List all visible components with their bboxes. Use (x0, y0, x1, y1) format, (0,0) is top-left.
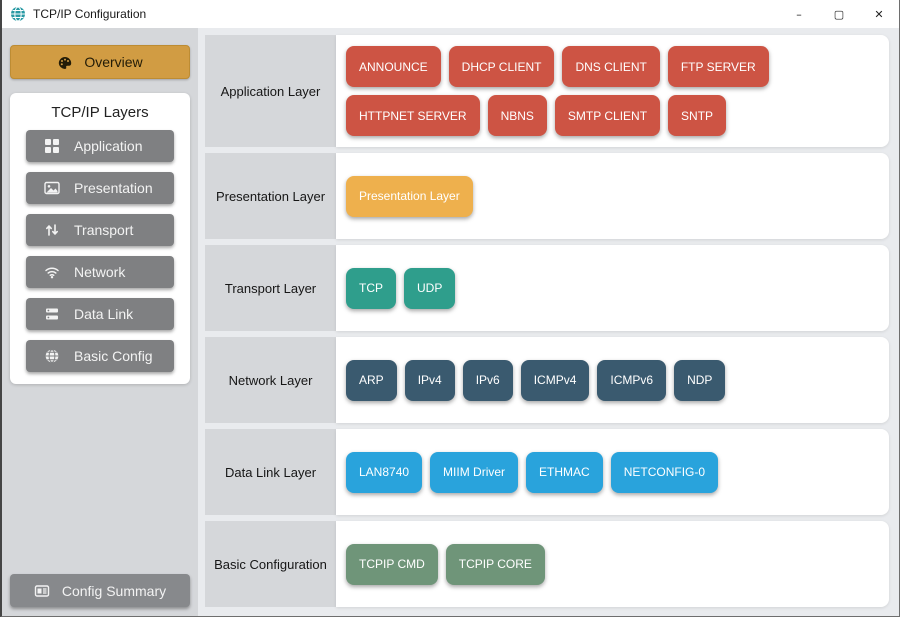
layer-row-label: Presentation Layer (205, 153, 336, 239)
module-button[interactable]: UDP (404, 267, 456, 309)
module-button[interactable]: DNS CLIENT (562, 46, 660, 87)
layer-rows: Application Layer ANNOUNCE DHCP CLIENT DNS … (205, 35, 889, 607)
layer-row: Basic Configuration TCPIP CMD TCPIP CORE (205, 521, 889, 607)
layer-row-card: ANNOUNCE DHCP CLIENT DNS CLIENT FTP SERVER H… (336, 35, 889, 147)
sidebar-item-label: Presentation (74, 180, 153, 196)
layer-row-card: LAN8740 MIIM Driver ETHMAC NETCONFIG-0 (336, 429, 889, 515)
window-title: TCP/IP Configuration (33, 7, 147, 21)
module-button[interactable]: HTTPNET SERVER (346, 95, 480, 136)
module-button[interactable]: ARP (346, 359, 397, 401)
module-button[interactable]: IPv4 (404, 359, 455, 401)
layers-items: Application Presentation Transport Network D… (26, 130, 174, 372)
overview-button[interactable]: Overview (10, 45, 190, 79)
overview-button-label: Overview (84, 54, 143, 70)
main-area: Application Layer ANNOUNCE DHCP CLIENT DNS … (198, 28, 899, 616)
module-button[interactable]: TCP (346, 267, 396, 309)
module-button-group: ARP IPv4 IPv6 ICMPv4 ICMPv6 NDP (346, 359, 726, 401)
sidebar-item-label: Transport (74, 222, 134, 238)
layer-row-label: Network Layer (205, 337, 336, 423)
module-button-group: TCPIP CMD TCPIP CORE (346, 543, 545, 585)
module-button[interactable]: NETCONFIG-0 (610, 451, 719, 493)
module-button[interactable]: ICMPv4 (520, 359, 590, 401)
sidebar-item-data-link[interactable]: Data Link (26, 298, 174, 330)
module-button[interactable]: NBNS (487, 95, 547, 136)
module-button-group: LAN8740 MIIM Driver ETHMAC NETCONFIG-0 (346, 451, 719, 493)
layer-row-card: TCPIP CMD TCPIP CORE (336, 521, 889, 607)
config-summary-button[interactable]: Config Summary (10, 574, 190, 607)
globe-icon (44, 348, 60, 364)
layer-row: Application Layer ANNOUNCE DHCP CLIENT DNS … (205, 35, 889, 147)
sidebar: Overview TCP/IP Layers Application Presen… (2, 28, 198, 616)
sidebar-item-transport[interactable]: Transport (26, 214, 174, 246)
dashboard-icon (57, 54, 73, 70)
module-button[interactable]: FTP SERVER (667, 46, 769, 87)
layer-row: Network Layer ARP IPv4 IPv6 ICMPv4 ICMPv6 NDP (205, 337, 889, 423)
layers-panel: TCP/IP Layers Application Presentation Tra… (10, 93, 190, 384)
maximize-button[interactable]: ▢ (819, 0, 859, 28)
titlebar: TCP/IP Configuration – ▢ ✕ (2, 0, 899, 28)
sidebar-item-network[interactable]: Network (26, 256, 174, 288)
module-button[interactable]: SMTP CLIENT (554, 95, 661, 136)
layer-row-label: Transport Layer (205, 245, 336, 331)
module-button[interactable]: NDP (674, 359, 726, 401)
layer-row: Presentation Layer Presentation Layer (205, 153, 889, 239)
sidebar-item-application[interactable]: Application (26, 130, 174, 162)
module-button[interactable]: Presentation Layer (346, 175, 473, 217)
image-icon (44, 180, 60, 196)
module-button[interactable]: TCPIP CORE (445, 543, 545, 585)
wifi-icon (44, 264, 60, 280)
module-button[interactable]: ETHMAC (526, 451, 603, 493)
sidebar-item-label: Data Link (74, 306, 134, 322)
layer-row-card: TCP UDP (336, 245, 889, 331)
module-button[interactable]: ANNOUNCE (346, 46, 441, 87)
grid-icon (44, 138, 60, 154)
window-controls: – ▢ ✕ (779, 0, 899, 28)
sidebar-item-label: Network (74, 264, 126, 280)
up-down-arrows-icon (44, 222, 60, 238)
module-button[interactable]: IPv6 (462, 359, 513, 401)
window-content: Overview TCP/IP Layers Application Presen… (2, 28, 899, 616)
layers-panel-title: TCP/IP Layers (51, 104, 149, 121)
close-button[interactable]: ✕ (859, 0, 899, 28)
sidebar-item-label: Basic Config (74, 348, 153, 364)
sidebar-item-label: Application (74, 138, 143, 154)
layer-row-card: ARP IPv4 IPv6 ICMPv4 ICMPv6 NDP (336, 337, 889, 423)
summary-list-icon (34, 583, 50, 599)
minimize-button[interactable]: – (779, 0, 819, 28)
module-button-group: TCP UDP (346, 267, 456, 309)
layer-row-label: Data Link Layer (205, 429, 336, 515)
layer-row: Transport Layer TCP UDP (205, 245, 889, 331)
module-button-group: Presentation Layer (346, 175, 473, 217)
network-globe-icon (10, 6, 26, 22)
module-button[interactable]: ICMPv6 (597, 359, 667, 401)
module-button[interactable]: MIIM Driver (430, 451, 519, 493)
layer-row-label: Application Layer (205, 35, 336, 147)
module-button[interactable]: LAN8740 (346, 451, 423, 493)
module-button-group: ANNOUNCE DHCP CLIENT DNS CLIENT FTP SERVER H… (346, 46, 879, 136)
module-button[interactable]: TCPIP CMD (346, 543, 438, 585)
layer-row-label: Basic Configuration (205, 521, 336, 607)
layer-row-card: Presentation Layer (336, 153, 889, 239)
server-icon (44, 306, 60, 322)
module-button[interactable]: DHCP CLIENT (448, 46, 555, 87)
sidebar-item-presentation[interactable]: Presentation (26, 172, 174, 204)
layer-row: Data Link Layer LAN8740 MIIM Driver ETHMAC N… (205, 429, 889, 515)
module-button[interactable]: SNTP (668, 95, 727, 136)
sidebar-item-basic-config[interactable]: Basic Config (26, 340, 174, 372)
config-summary-label: Config Summary (61, 582, 167, 599)
